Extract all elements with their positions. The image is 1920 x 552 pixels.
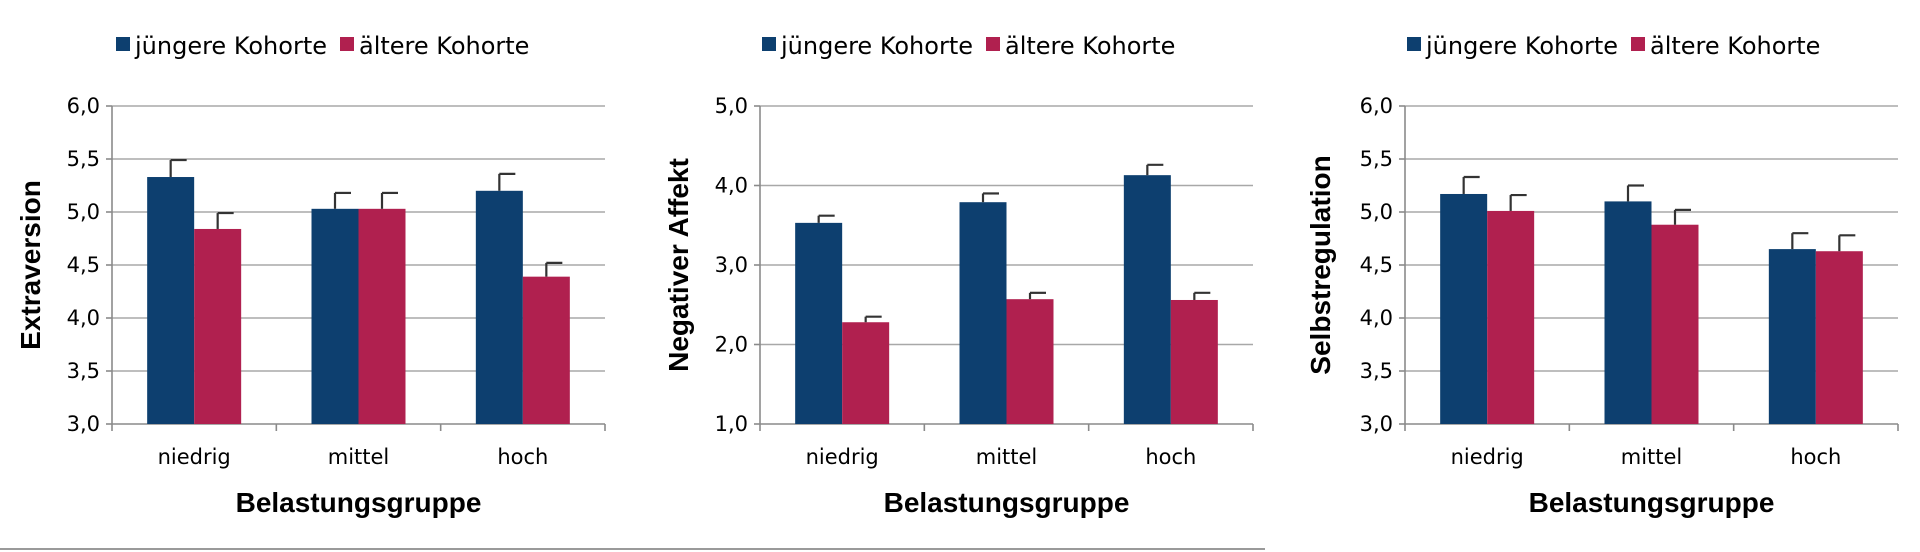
x-tick-label: niedrig (158, 445, 231, 469)
bar-old-mittel (358, 208, 406, 424)
legend-label-young: jüngere Kohorte (1425, 32, 1618, 60)
x-tick-label: hoch (497, 445, 548, 469)
legend-swatch-young (116, 37, 130, 51)
bar-young-niedrig (795, 222, 843, 424)
y-tick-label: 3,0 (67, 412, 100, 436)
bar-young-mittel (959, 202, 1007, 424)
x-tick-label: niedrig (1451, 445, 1524, 469)
x-axis-title: Belastungsgruppe (236, 487, 482, 518)
y-tick-label: 6,0 (67, 94, 100, 118)
x-tick-label: mittel (328, 445, 390, 469)
legend-swatch-old (1631, 37, 1645, 51)
y-tick-label: 6,0 (1360, 94, 1393, 118)
legend-swatch-young (762, 37, 776, 51)
legend-swatch-young (1407, 37, 1421, 51)
y-tick-label: 3,0 (715, 253, 748, 277)
bar-young-hoch (475, 190, 523, 424)
y-tick-label: 4,5 (67, 253, 100, 277)
bar-old-hoch (1815, 251, 1863, 424)
y-tick-label: 5,0 (67, 200, 100, 224)
y-axis-title: Extraversion (15, 180, 46, 350)
bar-old-niedrig (842, 322, 890, 424)
legend-label-young: jüngere Kohorte (780, 32, 973, 60)
x-tick-label: mittel (1621, 445, 1683, 469)
x-tick-label: hoch (1145, 445, 1196, 469)
y-tick-label: 3,0 (1360, 412, 1393, 436)
bar-old-mittel (1006, 299, 1054, 424)
x-axis-title: Belastungsgruppe (884, 487, 1130, 518)
bar-old-hoch (1170, 299, 1218, 424)
y-tick-label: 5,0 (715, 94, 748, 118)
y-tick-label: 4,0 (1360, 306, 1393, 330)
legend: jüngere Kohorte ältere Kohorte (116, 32, 529, 60)
bar-young-mittel (1604, 201, 1652, 424)
legend-swatch-old (340, 37, 354, 51)
y-tick-label: 1,0 (715, 412, 748, 436)
y-axis-title: Selbstregulation (1305, 155, 1336, 374)
bar-old-niedrig (1487, 210, 1535, 424)
y-tick-label: 5,0 (1360, 200, 1393, 224)
x-axis-title: Belastungsgruppe (1529, 487, 1775, 518)
chart-panel-3: jüngere Kohorte ältere Kohorte 3,0 3,5 4,0 4,… (1305, 32, 1899, 518)
legend-label-old: ältere Kohorte (359, 32, 529, 60)
bar-young-mittel (311, 208, 359, 424)
y-tick-label: 5,5 (1360, 147, 1393, 171)
x-tick-label: hoch (1790, 445, 1841, 469)
bar-young-niedrig (147, 177, 195, 424)
legend-label-old: ältere Kohorte (1650, 32, 1820, 60)
chart-panel-1: jüngere Kohorte ältere Kohorte 3,0 3,5 4,0 4,… (15, 32, 606, 518)
legend-label-young: jüngere Kohorte (134, 32, 327, 60)
bar-young-niedrig (1440, 193, 1488, 424)
bar-old-mittel (1651, 224, 1699, 424)
bar-young-hoch (1768, 249, 1816, 424)
y-tick-label: 4,5 (1360, 253, 1393, 277)
y-tick-label: 4,0 (67, 306, 100, 330)
y-axis-title: Negativer Affekt (663, 158, 694, 372)
x-tick-label: niedrig (806, 445, 879, 469)
legend-swatch-old (986, 37, 1000, 51)
y-tick-label: 2,0 (715, 333, 748, 357)
bar-old-hoch (522, 276, 570, 424)
y-tick-label: 3,5 (67, 359, 100, 383)
bar-young-hoch (1123, 175, 1171, 424)
y-tick-label: 5,5 (67, 147, 100, 171)
legend-label-old: ältere Kohorte (1005, 32, 1175, 60)
bar-old-niedrig (194, 228, 242, 424)
legend: jüngere Kohorte ältere Kohorte (762, 32, 1175, 60)
x-tick-label: mittel (976, 445, 1038, 469)
chart-panel-2: jüngere Kohorte ältere Kohorte 1,0 2,0 3,0 4,… (663, 32, 1254, 518)
y-tick-label: 3,5 (1360, 359, 1393, 383)
y-tick-label: 4,0 (715, 174, 748, 198)
legend: jüngere Kohorte ältere Kohorte (1407, 32, 1820, 60)
